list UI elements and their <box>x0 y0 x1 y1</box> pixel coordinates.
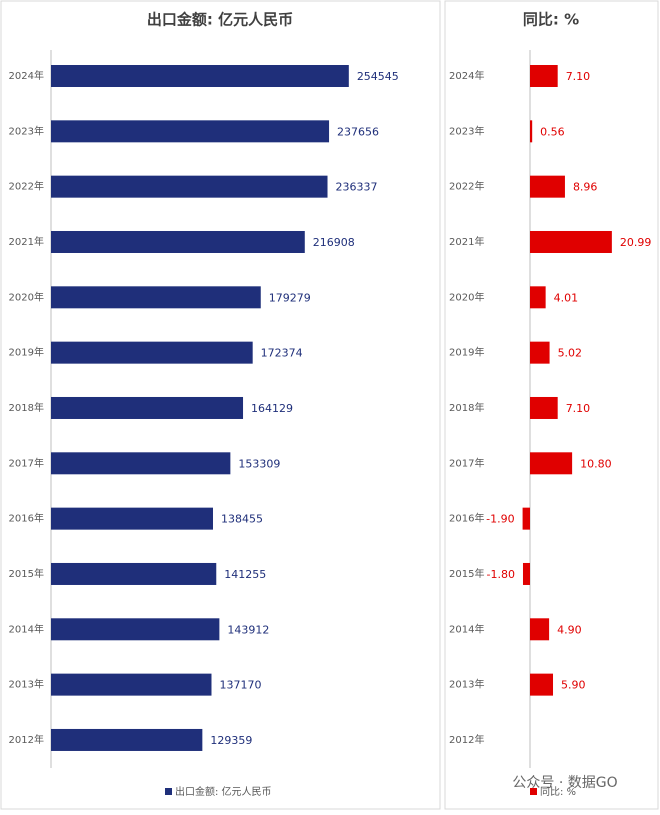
data-label: 153309 <box>238 457 280 470</box>
data-label: -1.90 <box>486 513 514 526</box>
bar <box>51 452 231 475</box>
data-label: 8.96 <box>573 181 598 194</box>
bar <box>51 507 213 530</box>
bar <box>51 562 217 585</box>
legend-label: 出口金额: 亿元人民币 <box>175 785 272 798</box>
chart-title: 同比: % <box>523 11 579 29</box>
data-label: 10.80 <box>580 457 612 470</box>
data-label: 236337 <box>336 181 378 194</box>
bar <box>530 396 558 419</box>
data-label: 137170 <box>219 679 261 692</box>
data-label: 216908 <box>313 236 355 249</box>
bar <box>530 286 546 309</box>
y-tick-label: 2021年 <box>9 235 44 248</box>
bar <box>530 673 554 696</box>
y-tick-label: 2016年 <box>449 512 484 525</box>
data-label: 237656 <box>337 125 379 138</box>
data-label: 4.90 <box>557 623 582 636</box>
watermark: 公众号 · 数据GO <box>512 775 617 791</box>
y-tick-label: 2024年 <box>9 69 44 82</box>
y-tick-label: 2014年 <box>449 622 484 635</box>
y-tick-label: 2023年 <box>449 124 484 137</box>
data-label: 0.56 <box>540 125 565 138</box>
y-tick-label: 2023年 <box>9 124 44 137</box>
bar <box>51 396 244 419</box>
y-tick-label: 2022年 <box>9 180 44 193</box>
bar <box>522 562 530 585</box>
bar <box>51 120 330 143</box>
y-tick-label: 2019年 <box>9 346 44 359</box>
data-label: 7.10 <box>566 70 591 83</box>
data-label: 141255 <box>224 568 266 581</box>
data-label: 20.99 <box>620 236 652 249</box>
data-label: 179279 <box>269 291 311 304</box>
bar <box>530 341 550 364</box>
y-tick-label: 2015年 <box>449 567 484 580</box>
y-tick-label: 2016年 <box>9 512 44 525</box>
data-label: 5.90 <box>561 679 586 692</box>
legend-label: 同比: % <box>540 786 576 798</box>
data-label: 138455 <box>221 513 263 526</box>
y-tick-label: 2017年 <box>449 456 484 469</box>
data-label: 143912 <box>227 623 269 636</box>
bar <box>51 618 220 641</box>
legend-swatch <box>165 788 172 795</box>
data-label: -1.80 <box>487 568 515 581</box>
bar <box>530 65 558 87</box>
bar <box>51 230 305 253</box>
y-tick-label: 2012年 <box>9 733 44 746</box>
bar <box>51 65 349 87</box>
legend-swatch <box>530 788 537 795</box>
bar <box>51 728 203 751</box>
data-label: 254545 <box>357 70 399 83</box>
bar <box>51 286 261 309</box>
y-tick-label: 2018年 <box>9 401 44 414</box>
y-tick-label: 2020年 <box>449 290 484 303</box>
y-tick-label: 2019年 <box>449 346 484 359</box>
data-label: 172374 <box>261 347 303 360</box>
data-label: 4.01 <box>554 291 579 304</box>
y-tick-label: 2021年 <box>449 235 484 248</box>
y-tick-label: 2018年 <box>449 401 484 414</box>
data-label: 5.02 <box>558 347 583 360</box>
y-tick-label: 2012年 <box>449 733 484 746</box>
y-tick-label: 2017年 <box>9 456 44 469</box>
bar <box>530 618 550 641</box>
y-tick-label: 2020年 <box>9 290 44 303</box>
chart-title: 出口金额: 亿元人民币 <box>147 11 293 29</box>
y-tick-label: 2015年 <box>9 567 44 580</box>
data-label: 164129 <box>251 402 293 415</box>
bar <box>530 452 573 475</box>
bar <box>51 673 212 696</box>
bar <box>522 507 530 530</box>
bar <box>530 230 612 253</box>
data-label: 129359 <box>210 734 252 747</box>
bar <box>51 175 328 198</box>
bar <box>530 175 565 198</box>
y-tick-label: 2013年 <box>9 678 44 691</box>
y-tick-label: 2024年 <box>449 69 484 82</box>
bar <box>530 120 533 143</box>
y-tick-label: 2022年 <box>449 180 484 193</box>
data-label: 7.10 <box>566 402 591 415</box>
y-tick-label: 2014年 <box>9 622 44 635</box>
bar <box>51 341 253 364</box>
y-tick-label: 2013年 <box>449 678 484 691</box>
